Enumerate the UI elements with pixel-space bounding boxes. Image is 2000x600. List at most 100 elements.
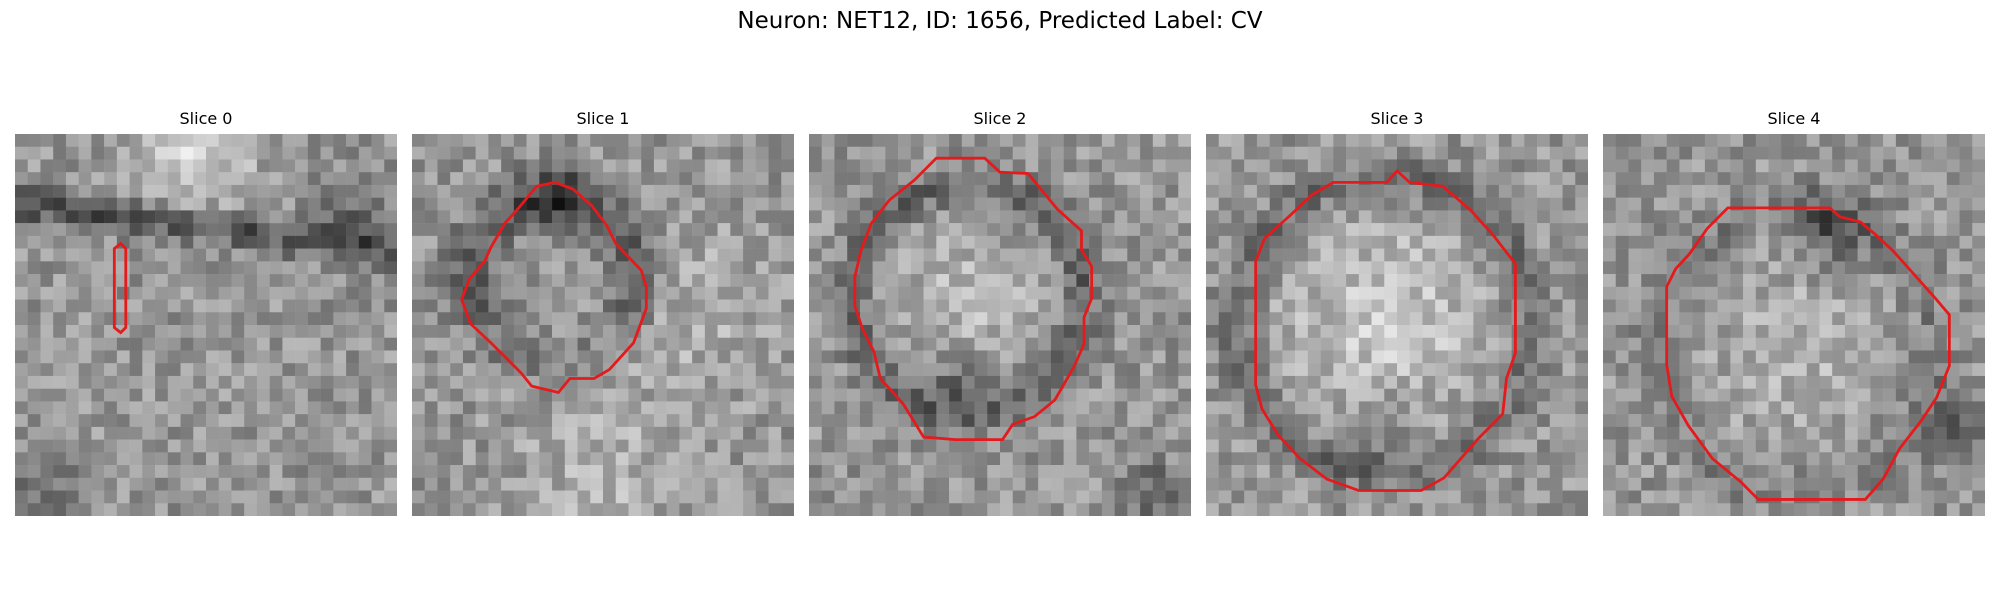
slice-image [1206,134,1588,516]
pixel [1447,299,1461,313]
pixel [1012,477,1026,491]
pixel [1333,375,1347,389]
pixel [781,197,794,211]
pixel [1025,465,1039,479]
pixel [1295,274,1309,288]
pixel [898,388,912,402]
pixel [27,261,41,275]
pixel [1358,223,1372,237]
pixel [384,286,397,300]
pixel [949,363,963,377]
pixel [1575,261,1588,275]
pixel [898,363,912,377]
pixel [1870,134,1884,147]
pixel [1114,197,1128,211]
pixel [717,172,731,186]
pixel [730,261,744,275]
pixel [704,274,718,288]
pixel [1409,401,1423,415]
pixel [974,452,988,466]
pixel [1704,325,1718,338]
pixel [1050,337,1064,351]
pixel [898,197,912,211]
pixel [898,465,912,479]
pixel [333,261,347,275]
pixel [666,134,680,147]
pixel [450,439,464,453]
pixel [1231,375,1245,389]
pixel [1717,490,1731,504]
pixel [462,465,476,479]
pixel [180,439,194,453]
pixel [231,312,245,326]
pixel [730,184,744,198]
pixel [590,426,604,440]
pixel [653,172,667,186]
pixel [834,248,848,262]
pixel [987,235,1001,249]
pixel [104,146,118,160]
pixel [269,286,283,300]
pixel [462,375,476,389]
pixel [653,325,667,338]
pixel [743,286,757,300]
pixel [384,388,397,402]
pixel [847,172,861,186]
pixel [1152,261,1166,275]
pixel [1333,465,1347,479]
pixel [1307,312,1321,326]
pixel [1282,235,1296,249]
pixel [1140,274,1154,288]
pixel [167,477,181,491]
pixel [1218,286,1232,300]
pixel [1371,401,1385,415]
pixel [78,388,92,402]
pixel [1819,401,1833,415]
pixel [1358,452,1372,466]
pixel [333,184,347,198]
pixel [358,401,372,415]
pixel [450,274,464,288]
pixel [1498,146,1512,160]
pixel [1282,134,1296,147]
pixel [949,337,963,351]
pixel [1409,210,1423,224]
pixel [180,363,194,377]
pixel [27,363,41,377]
pixel [743,350,757,364]
pixel [590,286,604,300]
pixel [488,274,502,288]
pixel [1704,146,1718,160]
pixel [295,172,309,186]
pixel [717,210,731,224]
pixel [513,414,527,428]
pixel [1549,197,1563,211]
pixel [1959,299,1973,313]
pixel [475,388,489,402]
pixel [513,401,527,415]
pixel [539,363,553,377]
pixel [40,401,54,415]
pixel [27,146,41,160]
pixel [1218,197,1232,211]
pixel [1755,337,1769,351]
pixel [269,375,283,389]
pixel [974,325,988,338]
pixel [116,274,130,288]
pixel [781,414,794,428]
pixel [346,210,360,224]
pixel [1883,146,1897,160]
pixel [1050,325,1064,338]
pixel [1653,223,1667,237]
pixel [936,312,950,326]
pixel [1806,465,1820,479]
pixel [949,388,963,402]
pixel [104,503,118,516]
pixel [1628,426,1642,440]
pixel [1549,223,1563,237]
pixel [1409,350,1423,364]
pixel [1934,248,1948,262]
pixel [358,134,372,147]
pixel [1127,337,1141,351]
pixel [307,503,321,516]
